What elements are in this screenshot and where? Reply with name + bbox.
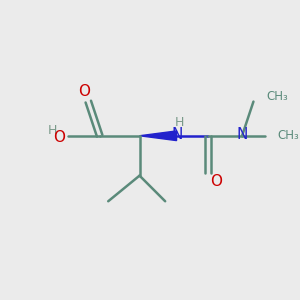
Text: CH₃: CH₃ <box>278 129 299 142</box>
Text: CH₃: CH₃ <box>266 90 288 103</box>
Text: N: N <box>236 127 248 142</box>
Text: N: N <box>171 127 183 142</box>
Text: O: O <box>210 174 222 189</box>
Text: H: H <box>175 116 184 129</box>
Polygon shape <box>140 131 177 141</box>
Text: H: H <box>48 124 57 137</box>
Text: O: O <box>78 84 90 99</box>
Text: O: O <box>53 130 65 145</box>
